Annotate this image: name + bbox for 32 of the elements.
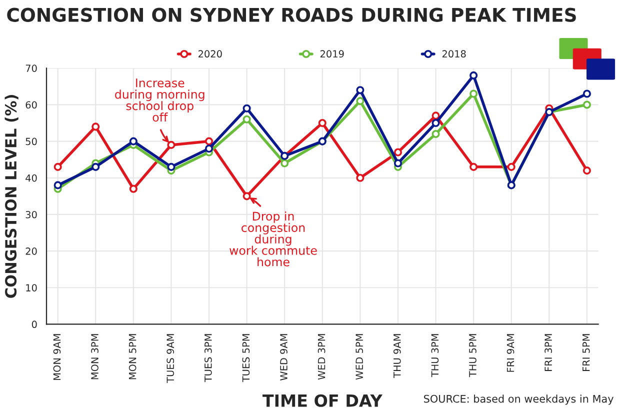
x-tick-label: THU 9AM [393, 334, 401, 378]
x-tick-label: MON 9AM [53, 334, 61, 380]
x-tick-label: FRI 9AM [506, 334, 514, 372]
y-axis-title: CONGESTION LEVEL (%) [4, 95, 18, 298]
x-tick-label: THU 5PM [469, 334, 476, 378]
legend-label: 2019 [320, 50, 344, 58]
legend-label: 2018 [442, 50, 466, 58]
x-tick-label: MON 3PM [91, 334, 98, 380]
source-note: SOURCE: based on weekdays in May [424, 394, 614, 405]
y-tick-label: 40 [26, 174, 37, 182]
chart-title: CONGESTION ON SYDNEY ROADS DURING PEAK TIMES [7, 8, 576, 22]
y-tick-label: 70 [26, 64, 37, 72]
x-tick-label: FRI 5PM [582, 334, 590, 372]
x-axis-title: TIME OF DAY [262, 394, 383, 407]
legend-label: 2020 [198, 50, 222, 58]
x-tick-label: THU 3PM [431, 334, 439, 378]
x-tick-label: TUES 3PM [204, 334, 212, 382]
annotation: Drop in congestion during work commute home [230, 212, 317, 266]
y-tick-label: 20 [26, 248, 37, 255]
x-tick-label: FRI 3PM [544, 334, 552, 372]
x-tick-label: WED 5PM [356, 334, 364, 380]
x-tick-label: WED 9AM [280, 334, 288, 380]
x-tick-label: MON 5PM [128, 334, 136, 380]
y-tick-label: 50 [26, 138, 37, 146]
y-tick-label: 10 [26, 284, 37, 292]
y-tick-label: 60 [26, 101, 37, 109]
y-tick-label: 30 [26, 210, 37, 218]
y-tick-label: 0 [32, 320, 37, 328]
x-tick-label: WED 3PM [318, 334, 326, 380]
annotation: Increase during morning school drop off [115, 78, 204, 122]
x-tick-label: TUES 9AM [166, 334, 174, 383]
x-tick-label: TUES 5PM [242, 334, 250, 382]
